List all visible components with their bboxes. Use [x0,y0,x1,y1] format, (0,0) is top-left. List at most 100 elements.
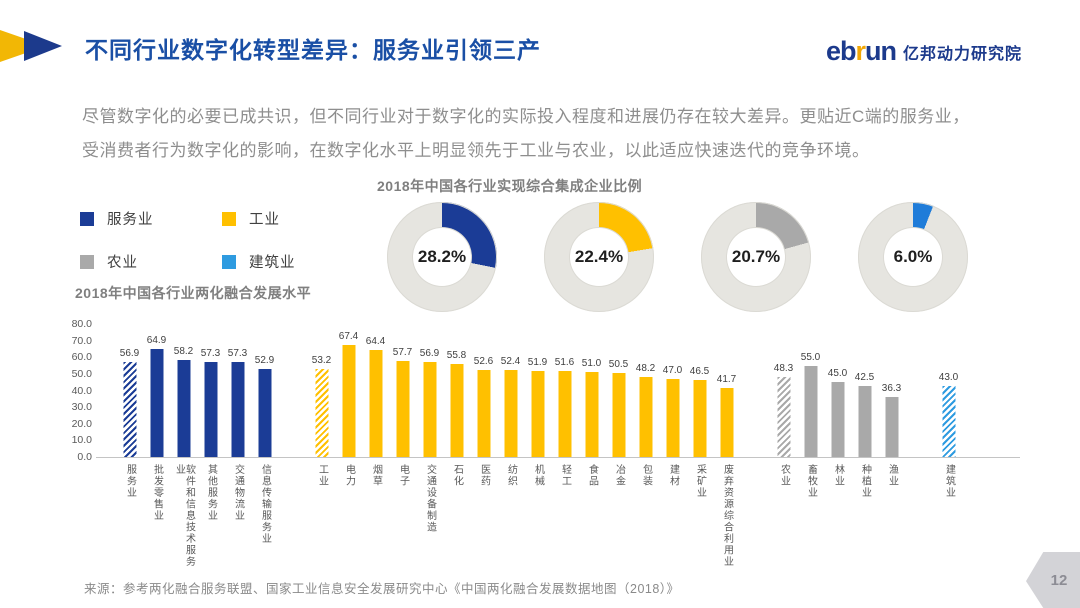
bar-area: 56.9 [116,324,143,457]
logo-eb: eb [825,36,856,66]
bar-value-label: 56.9 [119,348,140,360]
bar-value-label: 58.2 [173,346,194,358]
bar [531,370,544,457]
bar-slot: 52.6 医药 [470,324,497,576]
bar-area: 57.3 [197,324,224,457]
legend-label: 建筑业 [249,255,296,271]
bar-chart-baseline [96,457,1020,458]
bar [639,376,652,457]
bar-slot: 57.3 交通物流业 [224,324,251,576]
bar-value-label: 42.5 [854,372,875,384]
donut-chart: 28.2% [387,202,497,312]
bar-category-label: 石化 [451,464,463,487]
bar-slot: 55.0 畜牧业 [797,324,824,576]
legend-label: 农业 [107,255,138,271]
bar-slot: 51.9 机械 [524,324,551,576]
bar-slot: 42.5 种植业 [851,324,878,576]
bar-slot: 64.4 烟草 [362,324,389,576]
bar-area: 57.7 [389,324,416,457]
bar [477,369,490,457]
bar-area: 53.2 [308,324,335,457]
bar-slot: 58.2 软件和信息技术服务业 [170,324,197,576]
bar-chart-y-axis: 80.0 70.0 60.0 50.0 40.0 30.0 20.0 10.0 0.0 [58,318,92,463]
legend-item: 工业 [222,208,360,229]
y-axis-tick-label: 40.0 [71,384,92,397]
bar-value-label: 48.2 [635,362,656,374]
bar-value-label: 64.4 [365,335,386,347]
bar-category-label: 冶金 [613,464,625,487]
bar [315,368,328,457]
bar-value-label: 57.7 [392,347,413,359]
donut-hole: 6.0% [884,228,942,286]
bar-category-label: 林业 [832,464,844,487]
bar-category-label: 电力 [343,464,355,487]
bar-category-label: 工业 [316,464,328,487]
bar-slot: 67.4 电力 [335,324,362,576]
legend-item: 建筑业 [222,251,360,272]
bar-slot: 36.3 渔业 [878,324,905,576]
bar-category-label: 其他服务业 [205,464,217,522]
bar-area: 45.0 [824,324,851,457]
bar-slot: 41.7 废弃资源综合利用业 [713,324,740,576]
bar-slot: 51.6 轻工 [551,324,578,576]
bar-category-label: 纺织 [505,464,517,487]
bar-area: 56.9 [416,324,443,457]
bar-area: 48.3 [770,324,797,457]
page-number: 12 [1050,571,1068,589]
donut-chart: 6.0% [858,202,968,312]
bar-area: 43.0 [935,324,962,457]
bar-category-label: 采矿业 [694,464,706,499]
bar-area: 51.6 [551,324,578,457]
bar [258,369,271,457]
bar-slot: 43.0 建筑业 [935,324,962,576]
legend-item: 农业 [80,251,222,272]
bar-area: 51.0 [578,324,605,457]
bar-area: 46.5 [686,324,713,457]
logo-un: un [864,36,897,66]
bar-category-label: 服务业 [124,464,136,499]
bar-category-label: 建筑业 [943,464,955,499]
bar-value-label: 64.9 [146,335,167,347]
bar [612,373,625,457]
bar-chart: 80.0 70.0 60.0 50.0 40.0 30.0 20.0 10.0 0.0 56.9… [58,312,1048,604]
logo-org-name: 亿邦动力研究院 [902,45,1022,63]
bar [585,372,598,457]
bar-slot: 64.9 批发零售业 [143,324,170,576]
bar-area: 57.3 [224,324,251,457]
bar-category-label: 信息传输服务业 [259,464,271,545]
bar-slot: 48.3 农业 [770,324,797,576]
bar-slot: 52.9 信息传输服务业 [251,324,278,576]
logo-wordmark: ebrun [825,36,897,67]
bar [720,387,733,457]
bar-value-label: 36.3 [881,382,902,394]
bar-category-label: 包装 [640,464,652,487]
bar-area: 55.0 [797,324,824,457]
bar [342,344,355,457]
bar-area: 64.4 [362,324,389,457]
bar-area: 42.5 [851,324,878,457]
y-axis-tick-label: 10.0 [71,434,92,447]
y-axis-tick-label: 80.0 [71,318,92,330]
y-axis-tick-label: 60.0 [71,351,92,364]
bar-value-label: 53.2 [311,354,332,366]
bar-area: 55.8 [443,324,470,457]
bar [450,364,463,457]
bar-category-label: 轻工 [559,464,571,487]
legend-label: 服务业 [107,212,154,228]
bar-category-label: 建材 [667,464,679,487]
bar-value-label: 52.4 [500,355,521,367]
bar-value-label: 47.0 [662,364,683,376]
bar-value-label: 52.6 [473,355,494,367]
bar [204,361,217,457]
bar-value-label: 45.0 [827,368,848,380]
bar-category-label: 废弃资源综合利用业 [721,464,733,568]
bar [804,365,817,457]
bar-category-label: 机械 [532,464,544,487]
bar [693,379,706,457]
bar-chart-title: 2018年中国各行业两化融合发展水平 [75,285,312,301]
donut-hole: 20.7% [727,228,785,286]
bar-slot: 55.8 石化 [443,324,470,576]
bar [423,362,436,457]
bar-category-label: 软件和信息技术服务业 [173,464,195,568]
